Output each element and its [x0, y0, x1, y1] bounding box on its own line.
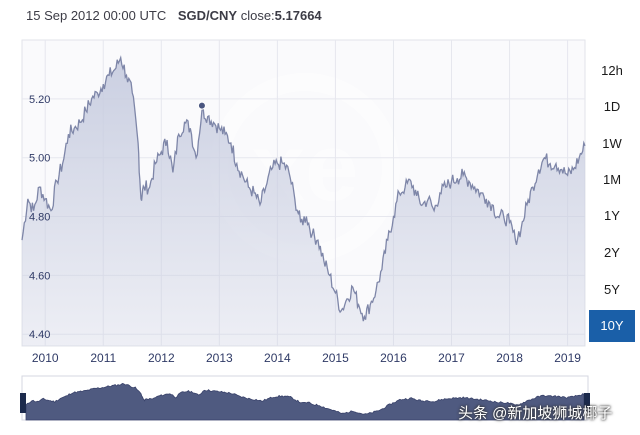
y-tick-label: 5.20: [29, 94, 50, 106]
navigator-area: [25, 382, 585, 421]
header-readout: 15 Sep 2012 00:00 UTC SGD/CNY close:5.17…: [26, 8, 322, 23]
x-tick-label: 2013: [206, 351, 233, 365]
y-tick-label: 4.40: [29, 329, 50, 341]
currency-pair: SGD/CNY: [177, 8, 238, 23]
price-series: [21, 55, 586, 346]
y-tick-label: 4.60: [29, 270, 50, 282]
x-tick-label: 2015: [322, 351, 349, 365]
close-label: close:: [240, 8, 275, 23]
x-tick-label: 2014: [264, 351, 291, 365]
navigator-series: [25, 382, 585, 421]
range-button-1w[interactable]: 1W: [589, 128, 635, 160]
x-tick-label: 2017: [438, 351, 465, 365]
y-axis: 4.40 4.60 4.80 5.00 5.20: [29, 94, 50, 341]
x-tick-label: 2016: [380, 351, 407, 365]
series-line: [21, 55, 586, 322]
range-button-10y[interactable]: 10Y: [589, 310, 635, 342]
highlight-point: [197, 101, 206, 110]
x-tick-label: 2011: [90, 351, 116, 365]
range-button-1m[interactable]: 1M: [589, 164, 635, 196]
range-button-12h[interactable]: 12h: [589, 55, 635, 87]
hover-marker: [197, 101, 206, 110]
navigator-left-handle[interactable]: [20, 393, 26, 413]
range-button-2y[interactable]: 2Y: [589, 237, 635, 269]
y-tick-label: 5.00: [29, 153, 50, 165]
range-button-5y[interactable]: 5Y: [589, 274, 635, 306]
x-tick-label: 2012: [148, 351, 175, 365]
x-axis: 2010 2011 2012 2013 2014 2015 2016 2017 2018 2019: [32, 351, 581, 365]
series-area: [22, 57, 585, 346]
x-tick-label: 2018: [496, 351, 523, 365]
x-tick-label: 2010: [32, 351, 59, 365]
close-value: 5.17664: [274, 8, 322, 23]
watermark-text: 头条 @新加坡狮城椰子: [458, 405, 613, 422]
timestamp-label: 15 Sep 2012 00:00 UTC: [26, 8, 167, 23]
y-tick-label: 4.80: [29, 212, 50, 224]
x-tick-label: 2019: [554, 351, 581, 365]
range-button-1y[interactable]: 1Y: [589, 200, 635, 232]
range-button-1d[interactable]: 1D: [589, 91, 635, 123]
navigator-right-handle[interactable]: [584, 393, 590, 413]
